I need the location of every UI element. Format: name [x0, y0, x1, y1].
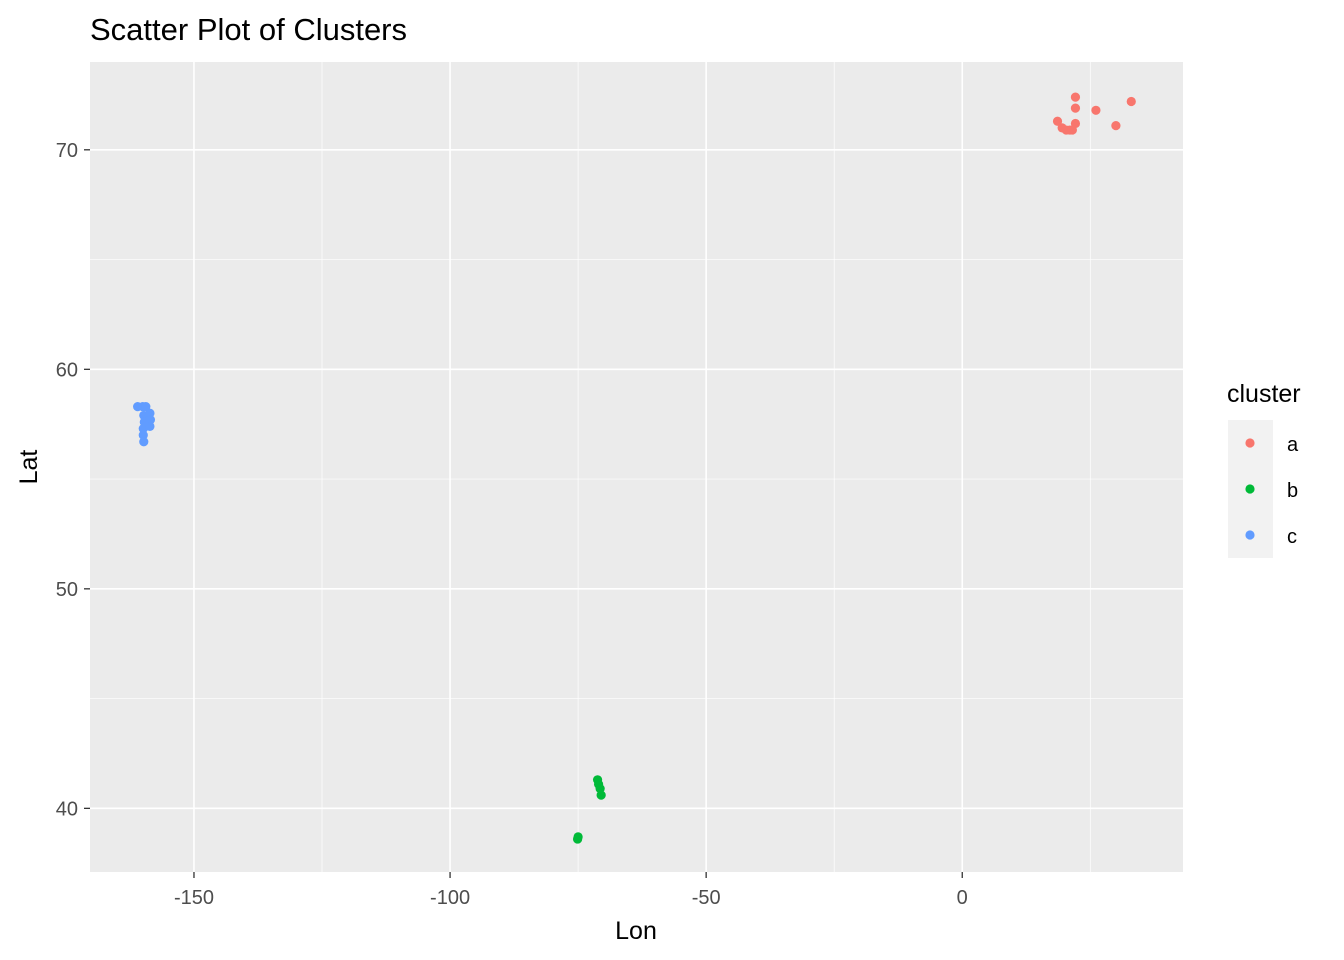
x-axis-title: Lon	[615, 917, 657, 945]
data-point-a	[1052, 116, 1063, 126]
data-point-c	[141, 402, 151, 412]
data-point-a	[1070, 103, 1081, 113]
legend-label-a: a	[1287, 434, 1299, 456]
data-point-a	[1070, 118, 1081, 129]
legend-items: a b c	[1245, 434, 1299, 548]
legend-label-c: c	[1287, 526, 1297, 548]
x-tick-label: 0	[957, 887, 968, 909]
minor-gridlines	[90, 62, 1183, 872]
x-tick-label: -50	[692, 887, 721, 909]
legend: cluster a b c	[1227, 380, 1301, 558]
data-points	[133, 92, 1136, 844]
data-point-c	[138, 430, 148, 440]
y-axis-title: Lat	[15, 450, 43, 485]
y-tick-label: 60	[56, 359, 78, 381]
y-axis: 40 50 60 70	[56, 140, 90, 820]
data-point-b	[573, 832, 583, 842]
data-point-a	[1091, 105, 1101, 115]
data-point-b	[596, 790, 606, 800]
legend-key-b	[1245, 484, 1255, 494]
legend-title: cluster	[1227, 380, 1301, 408]
major-gridlines	[90, 62, 1183, 872]
data-point-a	[1111, 121, 1121, 131]
x-axis: -150 -100 -50 0	[174, 872, 968, 909]
data-point-c	[139, 437, 149, 447]
data-point-a	[1070, 92, 1081, 102]
legend-label-b: b	[1287, 480, 1298, 502]
y-tick-label: 50	[56, 579, 78, 601]
x-tick-label: -100	[430, 887, 470, 909]
chart-title: Scatter Plot of Clusters	[90, 12, 407, 47]
data-point-c	[145, 415, 156, 425]
plot-panel	[90, 62, 1183, 872]
data-point-a	[1126, 96, 1136, 107]
x-tick-label: -150	[174, 887, 214, 909]
data-point-c	[145, 408, 155, 418]
y-tick-label: 70	[56, 140, 78, 162]
legend-key-a	[1245, 438, 1255, 448]
y-tick-label: 40	[56, 798, 78, 820]
legend-key-c	[1245, 530, 1255, 540]
data-point-c	[145, 421, 155, 431]
